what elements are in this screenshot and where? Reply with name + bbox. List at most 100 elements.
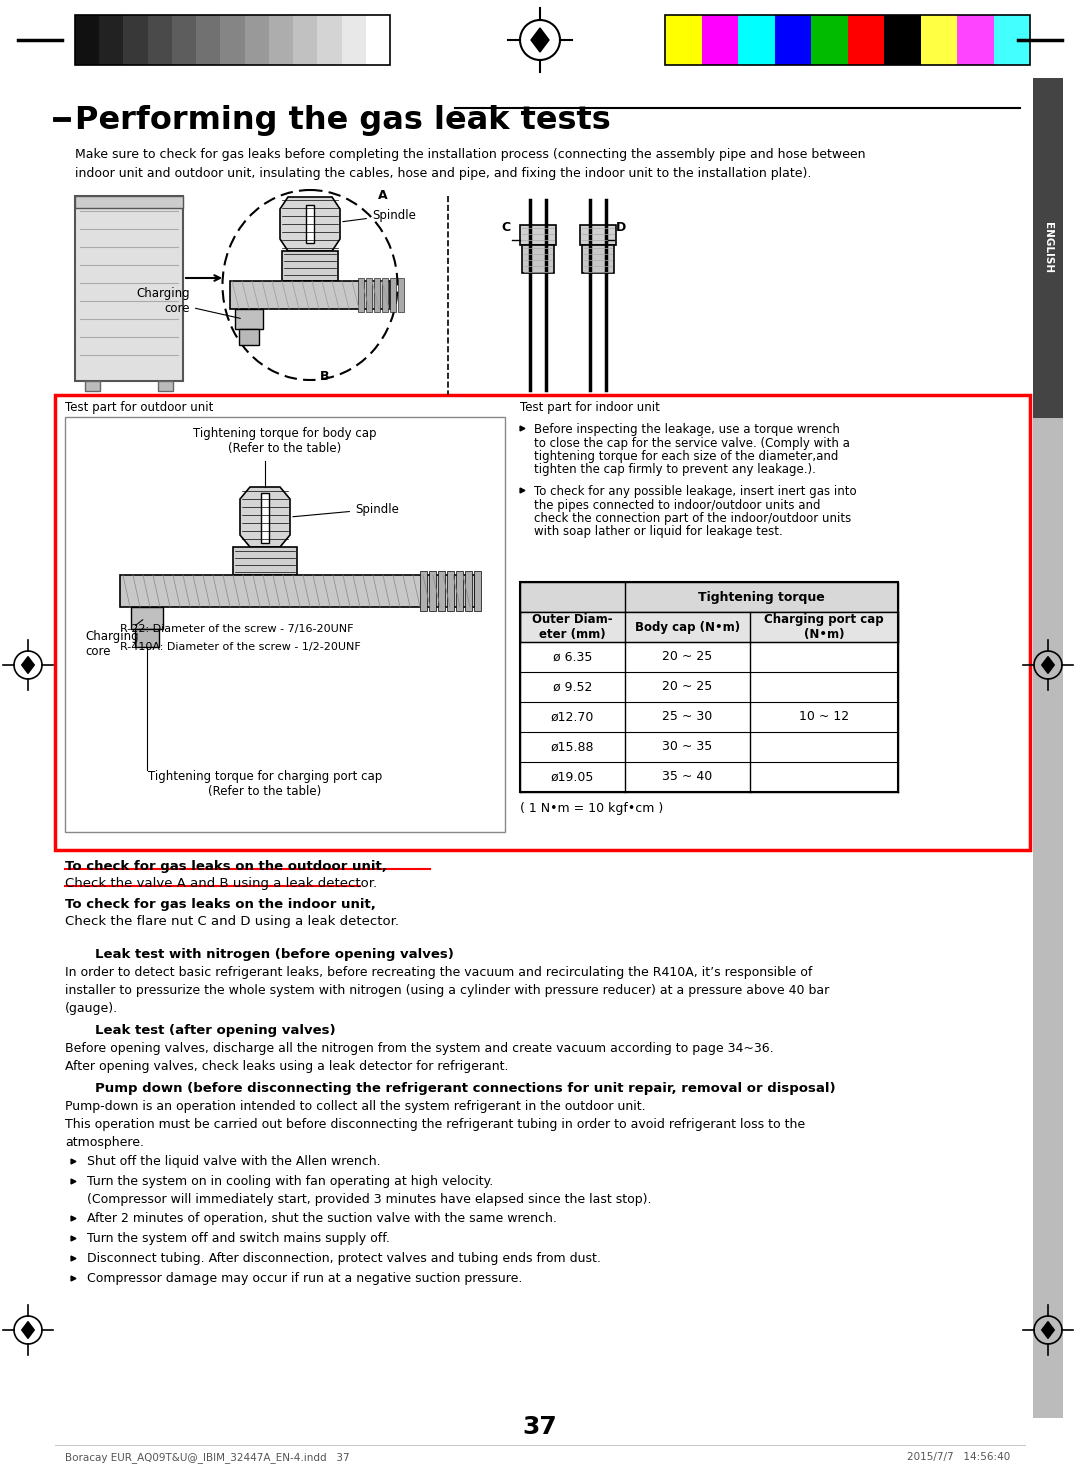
Text: tighten the cap firmly to prevent any leakage.).: tighten the cap firmly to prevent any le… bbox=[534, 463, 815, 477]
Text: 25 ~ 30: 25 ~ 30 bbox=[662, 710, 713, 723]
Text: To check for gas leaks on the indoor unit,: To check for gas leaks on the indoor uni… bbox=[65, 897, 376, 911]
Bar bbox=[519, 224, 556, 245]
Bar bbox=[957, 15, 994, 65]
Text: 35 ~ 40: 35 ~ 40 bbox=[662, 770, 713, 784]
Bar bbox=[85, 381, 100, 391]
Text: In order to detect basic refrigerant leaks, before recreating the vacuum and rec: In order to detect basic refrigerant lea… bbox=[65, 965, 829, 1015]
Bar bbox=[429, 571, 436, 611]
Bar bbox=[197, 15, 220, 65]
Bar bbox=[390, 277, 396, 311]
Bar bbox=[366, 277, 372, 311]
Text: Check the flare nut C and D using a leak detector.: Check the flare nut C and D using a leak… bbox=[65, 915, 399, 928]
Bar bbox=[230, 280, 390, 308]
Bar bbox=[438, 571, 445, 611]
Bar bbox=[580, 224, 616, 245]
Polygon shape bbox=[1042, 657, 1054, 673]
Bar bbox=[738, 15, 774, 65]
Text: Body cap (N•m): Body cap (N•m) bbox=[635, 620, 740, 633]
Text: Charging port cap
(N•m): Charging port cap (N•m) bbox=[765, 613, 883, 641]
Text: Before inspecting the leakage, use a torque wrench: Before inspecting the leakage, use a tor… bbox=[534, 424, 840, 435]
Text: Turn the system off and switch mains supply off.: Turn the system off and switch mains sup… bbox=[87, 1232, 390, 1244]
Text: Tightening torque for body cap
(Refer to the table): Tightening torque for body cap (Refer to… bbox=[193, 427, 377, 455]
Polygon shape bbox=[22, 657, 35, 673]
Text: Leak test (after opening valves): Leak test (after opening valves) bbox=[95, 1024, 336, 1038]
Text: Boracay EUR_AQ09T&U@_IBIM_32447A_EN-4.indd   37: Boracay EUR_AQ09T&U@_IBIM_32447A_EN-4.in… bbox=[65, 1452, 350, 1463]
Text: ENGLISH: ENGLISH bbox=[1043, 223, 1053, 273]
Text: Compressor damage may occur if run at a negative suction pressure.: Compressor damage may occur if run at a … bbox=[87, 1272, 523, 1286]
Text: Leak test with nitrogen (before opening valves): Leak test with nitrogen (before opening … bbox=[95, 948, 454, 961]
Text: 10 ~ 12: 10 ~ 12 bbox=[799, 710, 849, 723]
Bar bbox=[65, 418, 505, 832]
Bar bbox=[374, 277, 380, 311]
Text: R-22: Diameter of the screw - 7/16-20UNF: R-22: Diameter of the screw - 7/16-20UNF bbox=[120, 624, 353, 635]
Polygon shape bbox=[22, 1321, 35, 1339]
Bar bbox=[158, 381, 173, 391]
Bar bbox=[382, 277, 388, 311]
Bar bbox=[447, 571, 454, 611]
Bar bbox=[282, 251, 338, 280]
Text: Outer Diam-
eter (mm): Outer Diam- eter (mm) bbox=[532, 613, 612, 641]
Text: check the connection part of the indoor/outdoor units: check the connection part of the indoor/… bbox=[534, 512, 851, 525]
Bar bbox=[357, 277, 364, 311]
Bar bbox=[582, 245, 615, 273]
Text: 37: 37 bbox=[523, 1415, 557, 1439]
Text: Test part for outdoor unit: Test part for outdoor unit bbox=[65, 401, 214, 413]
Bar bbox=[239, 329, 259, 345]
Bar bbox=[120, 576, 475, 607]
Bar bbox=[994, 15, 1030, 65]
Text: Disconnect tubing. After disconnection, protect valves and tubing ends from dust: Disconnect tubing. After disconnection, … bbox=[87, 1252, 600, 1265]
Text: Spindle: Spindle bbox=[342, 208, 416, 221]
Bar bbox=[75, 196, 183, 208]
Bar bbox=[318, 15, 341, 65]
Text: Performing the gas leak tests: Performing the gas leak tests bbox=[75, 105, 611, 136]
Bar bbox=[774, 15, 811, 65]
Bar bbox=[220, 15, 244, 65]
Bar bbox=[75, 15, 390, 65]
Text: Pump down (before disconnecting the refrigerant connections for unit repair, rem: Pump down (before disconnecting the refr… bbox=[95, 1082, 836, 1095]
Text: R-410A: Diameter of the screw - 1/2-20UNF: R-410A: Diameter of the screw - 1/2-20UN… bbox=[120, 642, 361, 652]
Text: Turn the system on in cooling with fan operating at high velocity.
(Compressor w: Turn the system on in cooling with fan o… bbox=[87, 1175, 651, 1206]
Bar bbox=[99, 15, 123, 65]
Bar bbox=[75, 196, 183, 381]
Text: ø 9.52: ø 9.52 bbox=[553, 680, 592, 694]
Text: To check for gas leaks on the outdoor unit,: To check for gas leaks on the outdoor un… bbox=[65, 861, 387, 872]
Bar bbox=[148, 15, 172, 65]
Text: A: A bbox=[378, 189, 388, 202]
Bar bbox=[456, 571, 463, 611]
Bar bbox=[235, 308, 264, 329]
Text: B: B bbox=[320, 370, 329, 382]
Bar bbox=[665, 15, 1030, 65]
Bar bbox=[519, 613, 897, 642]
Text: Shut off the liquid valve with the Allen wrench.: Shut off the liquid valve with the Allen… bbox=[87, 1156, 380, 1168]
Text: Tightening torque: Tightening torque bbox=[698, 590, 825, 604]
Bar bbox=[522, 245, 554, 273]
Bar bbox=[702, 15, 738, 65]
Polygon shape bbox=[280, 196, 340, 251]
Text: Check the valve A and B using a leak detector.: Check the valve A and B using a leak det… bbox=[65, 877, 377, 890]
Text: the pipes connected to indoor/outdoor units and: the pipes connected to indoor/outdoor un… bbox=[534, 499, 821, 512]
Bar bbox=[811, 15, 848, 65]
Bar bbox=[293, 15, 318, 65]
Bar bbox=[261, 493, 269, 543]
Bar bbox=[172, 15, 197, 65]
Bar bbox=[306, 205, 314, 244]
Text: To check for any possible leakage, insert inert gas into: To check for any possible leakage, inser… bbox=[534, 486, 856, 497]
Bar bbox=[420, 571, 427, 611]
Bar bbox=[269, 15, 293, 65]
Text: 2015/7/7   14:56:40: 2015/7/7 14:56:40 bbox=[907, 1452, 1010, 1463]
Text: tightening torque for each size of the diameter,and: tightening torque for each size of the d… bbox=[534, 450, 838, 463]
Bar bbox=[244, 15, 269, 65]
Bar bbox=[885, 15, 920, 65]
Text: Tightening torque for charging port cap
(Refer to the table): Tightening torque for charging port cap … bbox=[148, 770, 382, 799]
Text: 30 ~ 35: 30 ~ 35 bbox=[662, 741, 713, 754]
Bar bbox=[341, 15, 366, 65]
Bar bbox=[465, 571, 472, 611]
Polygon shape bbox=[531, 28, 549, 52]
Bar bbox=[135, 629, 159, 646]
Bar bbox=[1032, 78, 1063, 418]
Text: After 2 minutes of operation, shut the suction valve with the same wrench.: After 2 minutes of operation, shut the s… bbox=[87, 1212, 557, 1225]
Text: ø15.88: ø15.88 bbox=[551, 741, 594, 754]
Text: Pump-down is an operation intended to collect all the system refrigerant in the : Pump-down is an operation intended to co… bbox=[65, 1100, 805, 1148]
Text: ø 6.35: ø 6.35 bbox=[553, 651, 592, 664]
Bar bbox=[123, 15, 148, 65]
